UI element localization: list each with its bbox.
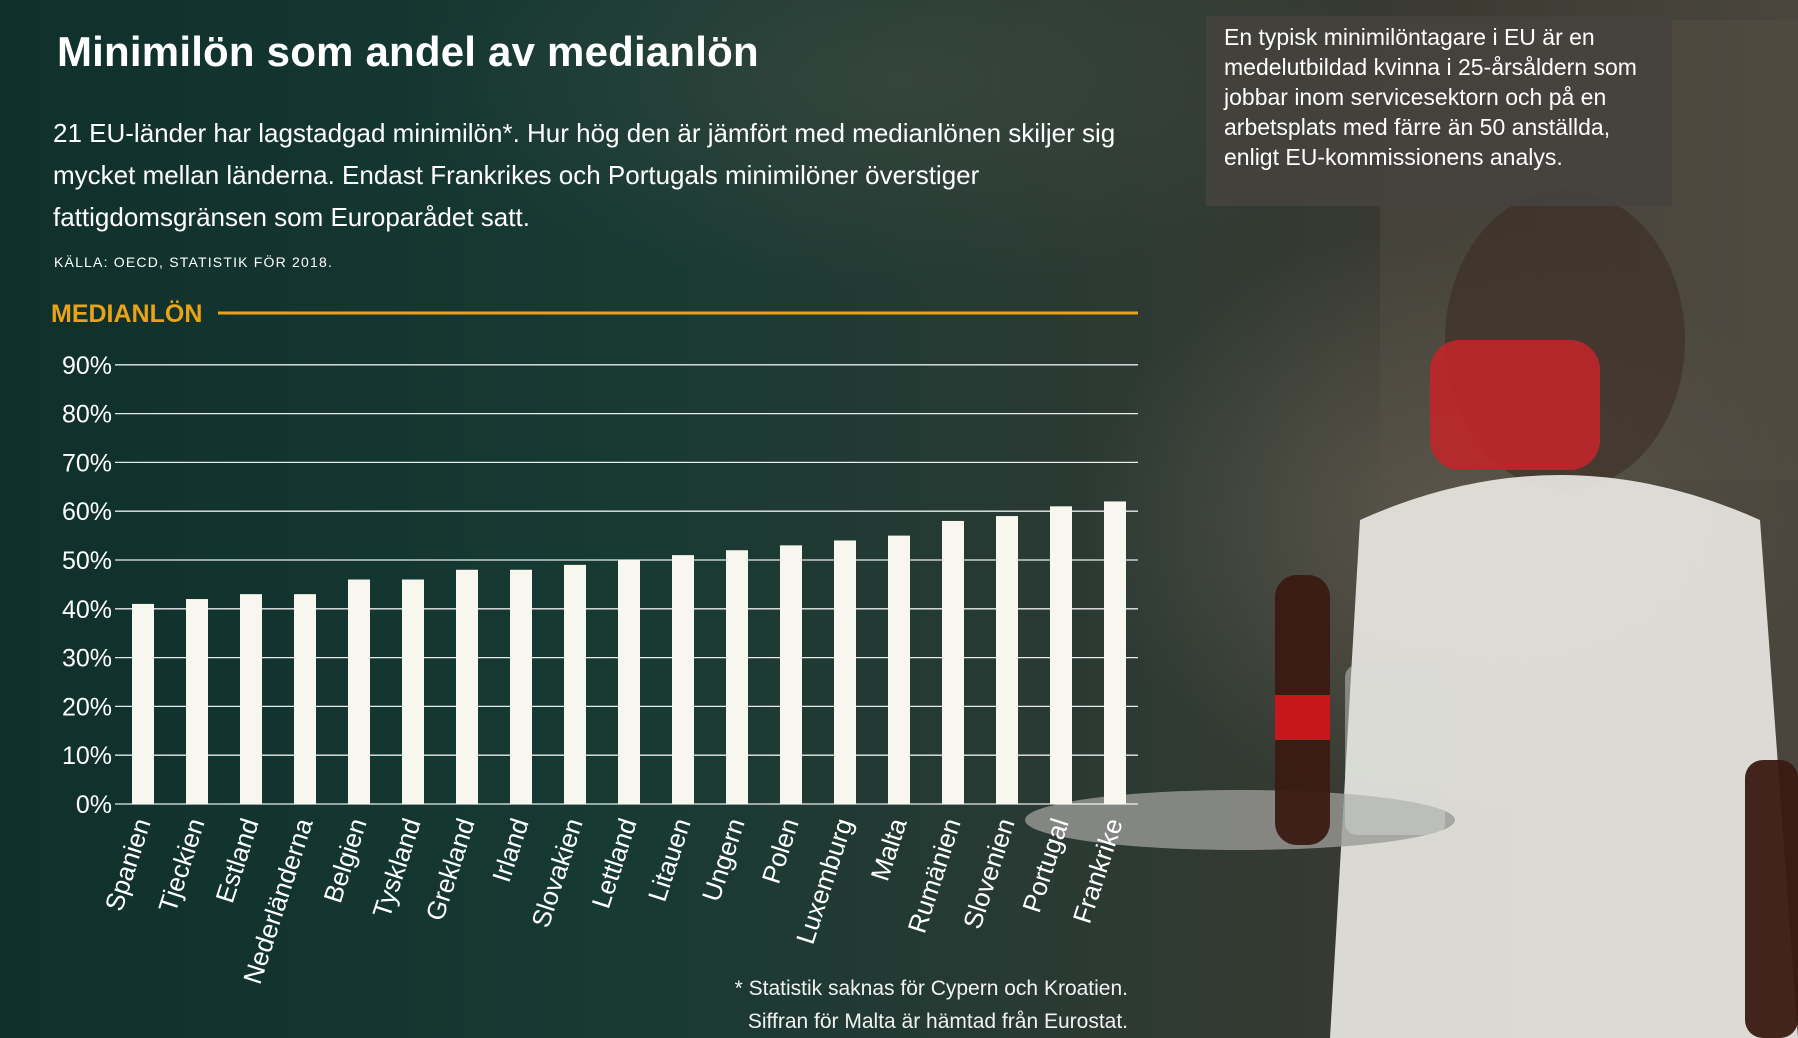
bar (996, 516, 1018, 804)
footnote-line-1: * Statistik saknas för Cypern och Kroati… (734, 977, 1128, 1000)
bar (132, 603, 154, 804)
x-tick-label: Lettland (586, 815, 643, 912)
x-tick-label: Frankrike (1067, 815, 1129, 927)
bar (942, 520, 964, 804)
x-tick-label: Ungern (696, 815, 751, 905)
y-tick-label: 0% (76, 791, 112, 819)
x-tick-label: Malta (865, 814, 913, 884)
bar (402, 579, 424, 804)
x-tick-label: Tyskland (366, 815, 426, 922)
y-tick-label: 50% (62, 547, 112, 575)
bar-chart: 0%10%20%30%40%50%60%70%80%90% MEDIANLÖN … (51, 299, 1138, 987)
y-tick-label: 30% (62, 645, 112, 673)
x-tick-label: Slovenien (957, 815, 1021, 933)
bar (672, 555, 694, 804)
bar (348, 579, 370, 804)
page-title: Minimilön som andel av medianlön (57, 28, 759, 75)
bar (1050, 506, 1072, 804)
x-tick-label: Slovakien (525, 815, 588, 931)
x-tick-label: Tjeckien (152, 815, 210, 916)
x-tick-label: Litauen (642, 815, 697, 905)
bar (294, 594, 316, 804)
bar (834, 540, 856, 804)
bar (1104, 501, 1126, 804)
bar (888, 535, 910, 804)
x-tick-label: Spanien (99, 815, 157, 915)
y-tick-label: 20% (62, 693, 112, 721)
y-tick-label: 40% (62, 596, 112, 624)
bar (186, 599, 208, 804)
x-tick-label: Rumänien (902, 815, 967, 937)
median-label: MEDIANLÖN (51, 299, 202, 328)
x-tick-label: Grekland (420, 815, 481, 925)
bar (726, 550, 748, 804)
grid-layer: 0% 10% 20% 30% 40% 50% 60% 70% 80% 90% (62, 352, 1138, 819)
y-tick-label: 10% (62, 742, 112, 770)
x-tick-label: Irland (486, 815, 535, 886)
y-tick-label: 80% (62, 401, 112, 429)
footnote: * Statistik saknas för Cypern och Kroati… (735, 972, 1128, 1038)
callout-text: En typisk minimilöntagare i EU är en med… (1224, 24, 1637, 170)
bar (510, 569, 532, 804)
x-label-layer: SpanienTjeckienEstlandNederländernaBelgi… (99, 814, 1129, 987)
x-tick-label: Portugal (1016, 815, 1074, 916)
x-tick-label: Estland (209, 815, 264, 907)
bar-layer (132, 501, 1126, 804)
bar (564, 564, 586, 804)
median-layer: MEDIANLÖN (51, 299, 1138, 328)
y-tick-label: 60% (62, 498, 112, 526)
x-tick-label: Belgien (317, 815, 372, 907)
bar (240, 594, 262, 804)
bar (456, 569, 478, 804)
footnote-line-2: Siffran för Malta är hämtad från Eurosta… (747, 1010, 1128, 1033)
bar (618, 560, 640, 804)
y-tick-label: 90% (62, 352, 112, 380)
y-tick-label: 70% (62, 449, 112, 477)
bar (780, 545, 802, 804)
callout-box: En typisk minimilöntagare i EU är en med… (1206, 16, 1672, 206)
source-note: Källa: OECD, statistik för 2018. (54, 254, 334, 270)
x-tick-label: Polen (756, 815, 805, 888)
subtitle: 21 EU-länder har lagstadgad minimilön*. … (53, 118, 1116, 232)
